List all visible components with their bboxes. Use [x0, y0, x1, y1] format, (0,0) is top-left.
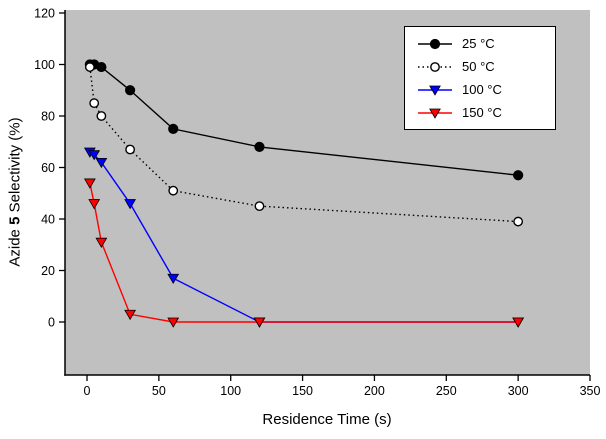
data-point: [88, 199, 101, 210]
data-point: [512, 317, 525, 328]
x-tick-label: 250: [436, 384, 457, 398]
legend-item: 25 °C: [417, 36, 543, 51]
y-axis-title-bold: 5: [6, 216, 24, 225]
legend-marker-150c-icon: [418, 108, 452, 119]
y-ticks: 0 20 40 60 80 100 120: [34, 7, 65, 330]
series-50c: [84, 62, 524, 227]
data-point: [96, 61, 107, 73]
legend-marker-25c-icon: [418, 38, 452, 49]
y-tick-label: 40: [41, 213, 55, 227]
data-point: [84, 62, 95, 72]
data-point: [96, 111, 107, 121]
x-axis-title: Residence Time (s): [262, 411, 392, 428]
y-axis-title-prefix: Azide: [6, 224, 24, 267]
legend-item: 50 °C: [417, 59, 543, 74]
x-tick-label: 200: [364, 384, 385, 398]
data-point: [167, 273, 180, 285]
data-point: [430, 61, 440, 72]
data-point: [125, 85, 136, 96]
data-point: [95, 237, 108, 248]
data-point: [124, 309, 137, 321]
y-tick-label: 20: [41, 264, 55, 278]
data-point: [429, 108, 441, 119]
legend: 25 °C 50 °C 100 °C 150 °C: [404, 26, 556, 130]
x-tick-label: 100: [220, 384, 241, 398]
data-point: [168, 123, 179, 134]
y-tick-label: 60: [41, 161, 55, 175]
legend-label-50c: 50 °C: [462, 59, 495, 74]
data-point: [168, 185, 179, 196]
data-point: [83, 178, 96, 189]
data-point: [95, 157, 108, 169]
legend-label-150c: 150 °C: [462, 105, 502, 120]
x-tick-label: 150: [292, 384, 313, 398]
legend-label-100c: 100 °C: [462, 82, 502, 97]
data-point: [429, 38, 441, 49]
series-150c: [83, 178, 525, 328]
x-tick-label: 0: [84, 384, 91, 398]
y-tick-label: 100: [34, 58, 55, 72]
data-point: [513, 170, 524, 181]
data-point: [125, 144, 136, 155]
y-tick-label: 80: [41, 110, 55, 124]
legend-label-25c: 25 °C: [462, 36, 495, 51]
legend-item: 150 °C: [417, 105, 543, 120]
y-tick-label: 0: [48, 316, 55, 330]
legend-marker-100c-icon: [418, 85, 452, 96]
data-point: [254, 141, 265, 152]
data-point: [167, 317, 180, 328]
data-point: [429, 85, 441, 96]
legend-item: 100 °C: [417, 82, 543, 97]
x-tick-label: 350: [580, 384, 601, 398]
data-point: [124, 199, 137, 210]
data-point: [254, 201, 265, 212]
x-tick-label: 300: [508, 384, 529, 398]
data-point: [89, 98, 100, 109]
y-tick-label: 120: [34, 7, 55, 21]
x-ticks: 0 50 100 150 200 250 300 350: [84, 375, 601, 398]
data-point: [88, 150, 101, 161]
data-point: [513, 216, 524, 227]
y-axis-title-suffix: Selectivity (%): [6, 117, 24, 217]
legend-marker-50c-icon: [418, 61, 452, 72]
y-axis-title: Azide 5 Selectivity (%): [7, 117, 24, 266]
data-point: [253, 317, 266, 328]
x-tick-label: 50: [152, 384, 166, 398]
